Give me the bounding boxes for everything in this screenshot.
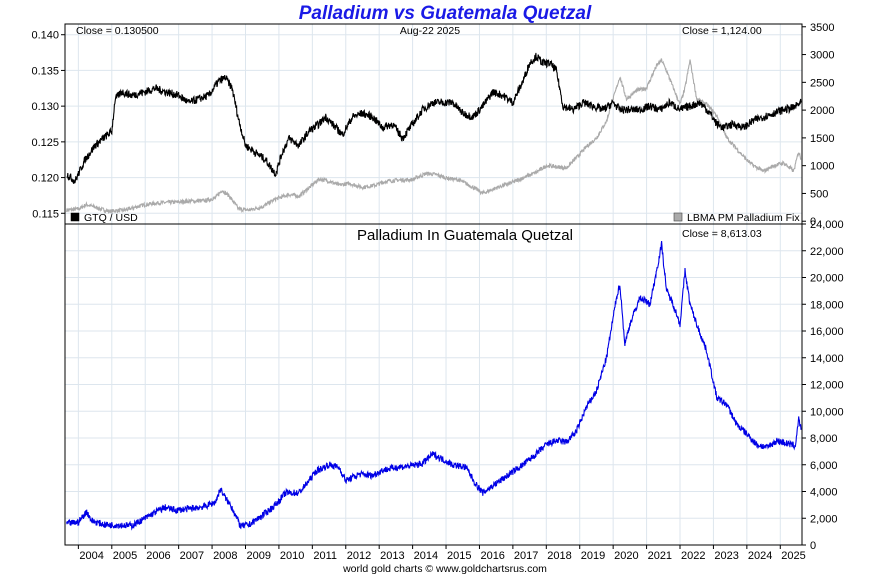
x-tick-label: 2012	[347, 550, 371, 562]
x-tick-label: 2013	[380, 550, 404, 562]
x-tick-label: 2016	[480, 550, 504, 562]
y-right-top-tick-label: 2000	[810, 105, 834, 117]
y-right-top-tick-label: 1000	[810, 161, 834, 173]
x-tick-label: 2014	[414, 550, 438, 562]
date-label: Aug-22 2025	[400, 25, 460, 37]
x-tick-label: 2009	[246, 550, 270, 562]
y-right-bottom-tick-label: 10,000	[810, 406, 844, 418]
y-right-top-tick-label: 2500	[810, 77, 834, 89]
axis-labels: 2004 2005 2006 2007 2008 2009 2010 2011 2012 2013…	[31, 22, 843, 562]
y-right-bottom-tick-label: 14,000	[810, 353, 844, 365]
bottom-close-right: Close = 8,613.03	[682, 228, 762, 240]
y-right-bottom-tick-label: 8,000	[810, 433, 838, 445]
x-tick-label: 2006	[146, 550, 170, 562]
y-left-tick-label: 0.135	[31, 65, 59, 77]
y-right-bottom-tick-label: 12,000	[810, 380, 844, 392]
y-right-bottom-tick-label: 2,000	[810, 513, 838, 525]
legend-gtq-label: GTQ / USD	[84, 212, 138, 224]
legend-gtq-swatch	[70, 212, 80, 222]
bottom-panel-title: Palladium In Guatemala Quetzal	[357, 227, 573, 244]
y-left-tick-label: 0.125	[31, 137, 59, 149]
legend-palladium-label: LBMA PM Palladium Fix	[687, 212, 800, 224]
y-right-bottom-tick-label: 16,000	[810, 326, 844, 338]
x-tick-label: 2007	[180, 550, 204, 562]
series-palladium-in-gtq-line	[66, 240, 802, 531]
x-tick-label: 2023	[714, 550, 738, 562]
series-lbma-palladium-line	[66, 58, 802, 215]
footer-credit: world gold charts © www.goldchartsrus.co…	[342, 563, 547, 575]
y-right-bottom-tick-label: 20,000	[810, 273, 844, 285]
y-right-top-tick-label: 3000	[810, 50, 834, 62]
x-tick-label: 2020	[614, 550, 638, 562]
chart-title: Palladium vs Guatemala Quetzal	[299, 3, 592, 24]
x-tick-label: 2008	[213, 550, 237, 562]
y-right-bottom-tick-label: 22,000	[810, 246, 844, 258]
y-right-bottom-tick-label: 6,000	[810, 460, 838, 472]
y-right-top-tick-label: 0	[810, 216, 816, 228]
x-tick-label: 2021	[648, 550, 672, 562]
y-left-tick-label: 0.120	[31, 173, 59, 185]
x-tick-label: 2004	[79, 550, 103, 562]
x-tick-label: 2022	[681, 550, 705, 562]
x-tick-label: 2005	[113, 550, 137, 562]
y-right-top-tick-label: 1500	[810, 133, 834, 145]
series-layer	[66, 52, 802, 531]
y-right-top-tick-label: 500	[810, 188, 828, 200]
y-left-tick-label: 0.140	[31, 30, 59, 42]
legend-palladium-swatch	[673, 212, 683, 222]
y-right-bottom-tick-label: 24,000	[810, 219, 844, 231]
x-tick-label: 2015	[447, 550, 471, 562]
x-tick-label: 2019	[581, 550, 605, 562]
y-right-bottom-tick-label: 18,000	[810, 299, 844, 311]
y-right-top-tick-label: 3500	[810, 22, 834, 34]
y-left-tick-label: 0.115	[32, 208, 59, 220]
x-tick-label: 2017	[514, 550, 538, 562]
top-close-right: Close = 1,124.00	[682, 25, 762, 37]
x-tick-label: 2018	[547, 550, 571, 562]
y-left-tick-label: 0.130	[31, 101, 59, 113]
series-gtq-usd-line	[66, 52, 802, 184]
top-close-left: Close = 0.130500	[76, 25, 159, 37]
x-tick-label: 2011	[313, 550, 337, 562]
x-tick-label: 2024	[748, 550, 772, 562]
bottom-panel-frame	[64, 223, 803, 546]
y-right-bottom-tick-label: 4,000	[810, 487, 838, 499]
x-tick-label: 2010	[280, 550, 304, 562]
y-right-bottom-tick-label: 0	[810, 540, 816, 552]
x-tick-label: 2025	[781, 550, 805, 562]
